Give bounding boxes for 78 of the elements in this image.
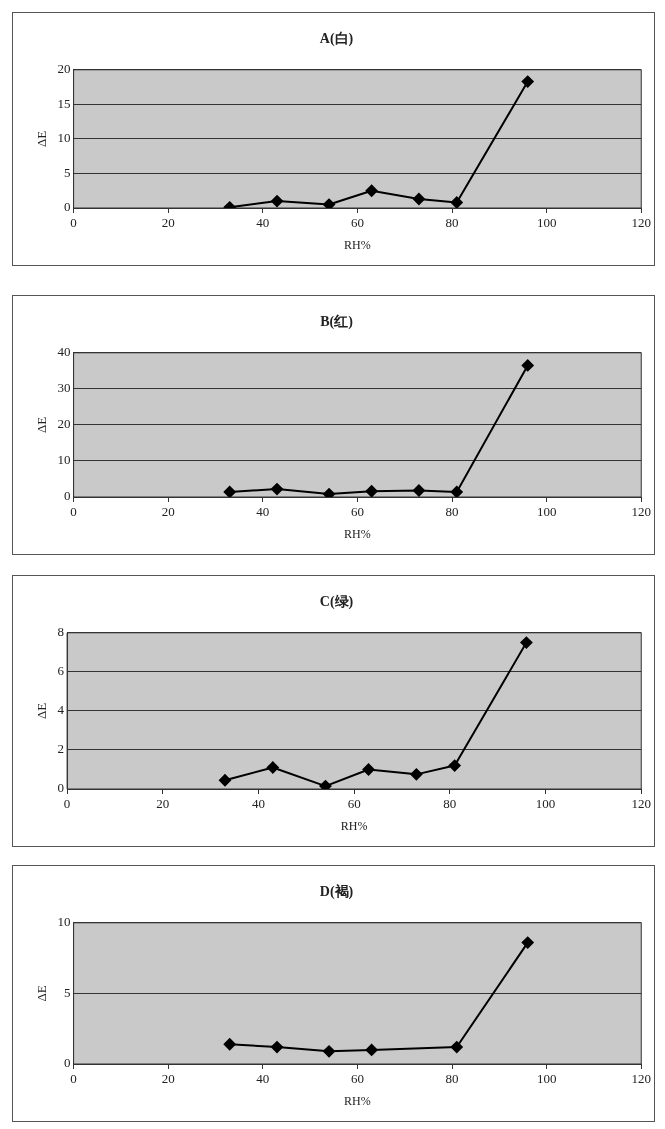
point — [448, 759, 461, 772]
point — [218, 774, 231, 787]
x-tick-label: 80 — [445, 1071, 459, 1087]
x-tick-label: 40 — [256, 1071, 270, 1087]
x-axis-title: RH% — [344, 237, 371, 252]
point — [450, 1041, 463, 1054]
y-tick-label: 0 — [64, 199, 71, 215]
x-tick-label: 20 — [156, 796, 170, 812]
y-tick-label: 0 — [64, 1055, 71, 1071]
y-tick-label: 8 — [57, 624, 65, 640]
point — [412, 484, 425, 497]
x-tick-label: 40 — [256, 215, 270, 231]
point — [450, 196, 463, 208]
x-tick-label: 100 — [536, 1071, 557, 1087]
x-axis-title: RH% — [344, 526, 371, 541]
chart-title: C(绿) — [319, 594, 354, 611]
y-tick-label: 10 — [57, 452, 71, 468]
point — [323, 1045, 336, 1058]
y-tick-label: 2 — [57, 741, 65, 757]
y-tick-label: 5 — [64, 164, 71, 180]
point — [412, 193, 425, 206]
point — [271, 483, 284, 496]
chart-title: A(白) — [319, 31, 354, 48]
x-tick-label: 100 — [535, 796, 556, 812]
y-axis-title: ΔE — [34, 130, 50, 148]
y-tick-label: 20 — [57, 416, 71, 432]
y-tick-label: 40 — [57, 344, 71, 360]
point — [410, 768, 423, 781]
x-tick-label: 40 — [251, 796, 265, 812]
x-tick-label: 100 — [536, 215, 557, 231]
y-axis-title: ΔE — [34, 702, 50, 720]
x-tick-label: 40 — [256, 504, 270, 520]
point — [365, 184, 378, 197]
point — [323, 198, 336, 208]
y-axis-title: ΔE — [34, 416, 50, 434]
point — [362, 763, 375, 776]
point — [365, 1043, 378, 1056]
chart-title: D(褐) — [319, 883, 354, 901]
y-tick-label: 0 — [64, 488, 71, 504]
point — [450, 485, 463, 497]
y-tick-label: 30 — [57, 380, 71, 396]
x-tick-label: 80 — [445, 215, 459, 231]
y-axis-title: ΔE — [34, 985, 50, 1002]
x-tick-label: 80 — [445, 504, 459, 520]
x-tick-label: 20 — [161, 504, 175, 520]
x-tick-label: 120 — [631, 215, 651, 231]
x-tick-label: 60 — [347, 796, 361, 812]
x-axis-title: RH% — [340, 818, 368, 833]
point — [271, 1041, 284, 1054]
y-tick-label: 20 — [57, 61, 71, 77]
x-tick-label: 60 — [350, 1071, 364, 1087]
point — [521, 359, 534, 372]
point — [271, 195, 284, 208]
y-tick-label: 4 — [57, 702, 65, 718]
x-tick-label: 20 — [161, 215, 175, 231]
x-tick-label: 60 — [350, 215, 364, 231]
y-tick-label: 5 — [64, 984, 71, 1000]
chart-title: B(红) — [320, 314, 354, 331]
y-tick-label: 15 — [57, 95, 71, 111]
y-tick-label: 10 — [57, 914, 71, 930]
x-tick-label: 120 — [631, 1071, 651, 1087]
y-tick-label: 0 — [57, 780, 65, 796]
point — [521, 75, 534, 88]
x-tick-label: 80 — [443, 796, 457, 812]
x-tick-label: 100 — [536, 504, 557, 520]
point — [520, 636, 533, 649]
x-axis-title: RH% — [344, 1093, 371, 1108]
point — [223, 1038, 236, 1051]
x-tick-label: 120 — [631, 796, 651, 812]
x-tick-label: 120 — [631, 504, 651, 520]
point — [365, 485, 378, 497]
x-tick-label: 20 — [161, 1071, 175, 1087]
point — [266, 761, 279, 774]
y-tick-label: 10 — [57, 130, 71, 146]
x-tick-label: 60 — [350, 504, 364, 520]
y-tick-label: 6 — [57, 663, 65, 679]
point — [521, 936, 534, 949]
point — [223, 485, 236, 497]
